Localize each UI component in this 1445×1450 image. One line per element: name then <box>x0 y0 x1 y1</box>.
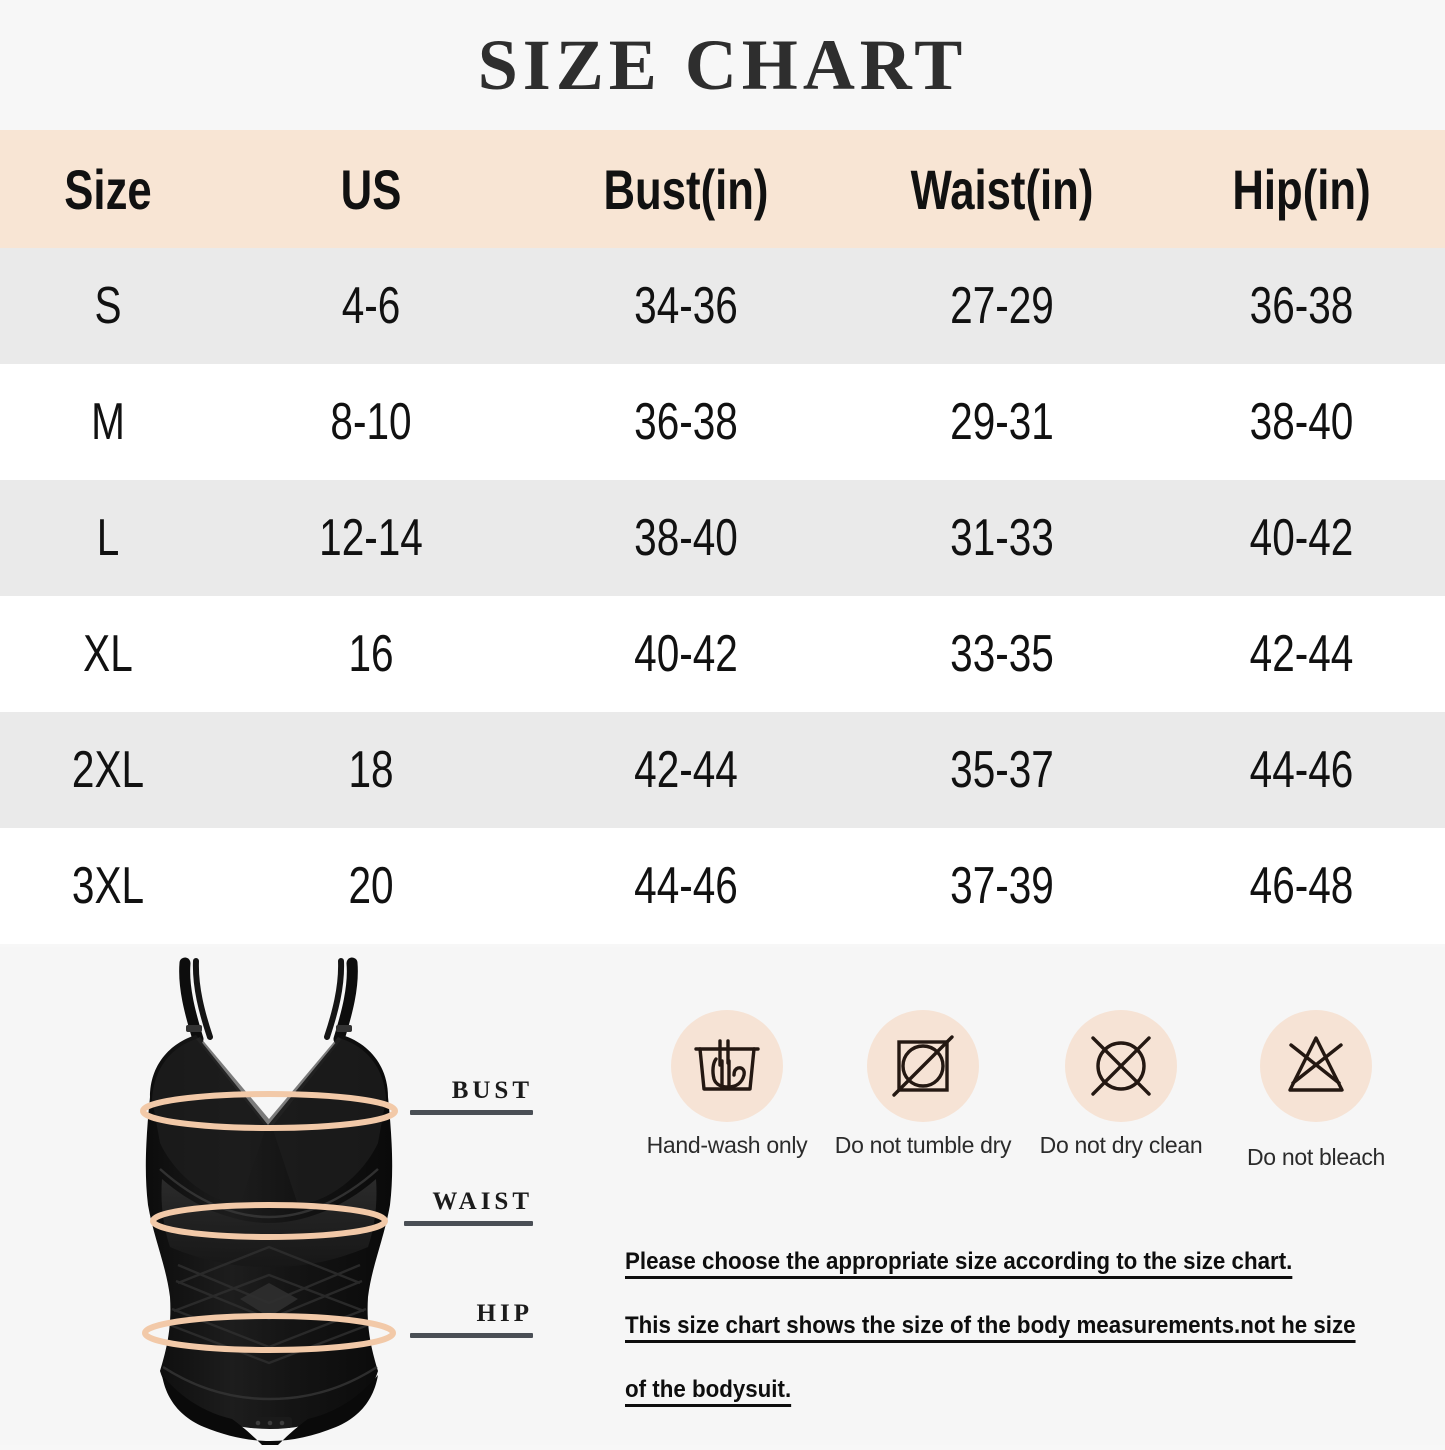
table-header-row: Size US Bust(in) Waist(in) Hip(in) <box>0 130 1445 248</box>
cell-us: 4-6 <box>341 277 401 335</box>
cell-waist: 27-29 <box>950 277 1054 335</box>
hip-label: HIP <box>476 1300 533 1327</box>
cell-hip: 38-40 <box>1249 393 1354 451</box>
care-instructions: Hand-wash only Do not tumble dry <box>640 1010 1430 1200</box>
cell-size: L <box>96 509 120 567</box>
table-row: M 8-10 36-38 29-31 38-40 <box>0 364 1445 480</box>
cell-us: 12-14 <box>319 509 423 567</box>
note-line-1: Please choose the appropriate size accor… <box>625 1248 1293 1275</box>
cell-bust: 38-40 <box>634 509 738 567</box>
cell-waist: 35-37 <box>950 741 1054 799</box>
no-dry-clean-icon <box>1065 1010 1177 1122</box>
cell-us: 18 <box>348 741 394 799</box>
table-row: XL 16 40-42 33-35 42-44 <box>0 596 1445 712</box>
care-item-no-dry-clean: Do not dry clean <box>1021 1010 1221 1159</box>
care-label-no-tumble-dry: Do not tumble dry <box>834 1132 1012 1158</box>
cell-size: XL <box>83 625 133 683</box>
table-row: 2XL 18 42-44 35-37 44-46 <box>0 712 1445 828</box>
page-title-container: SIZE CHART <box>0 0 1445 130</box>
no-bleach-icon <box>1260 1010 1372 1122</box>
product-illustration <box>0 947 600 1445</box>
cell-us: 8-10 <box>330 393 412 451</box>
cell-hip: 36-38 <box>1249 277 1354 335</box>
hip-band <box>142 1313 396 1353</box>
cell-size: 2XL <box>71 741 145 799</box>
cell-hip: 46-48 <box>1249 857 1354 915</box>
care-label-no-bleach: Do not bleach <box>1246 1144 1386 1170</box>
cell-waist: 31-33 <box>950 509 1054 567</box>
cell-bust: 36-38 <box>634 393 738 451</box>
cell-size: M <box>91 393 125 451</box>
page-title: SIZE CHART <box>477 25 968 105</box>
column-header-bust: Bust(in) <box>603 157 769 221</box>
column-header-size: Size <box>64 157 152 221</box>
hand-wash-icon <box>671 1010 783 1122</box>
cell-bust: 34-36 <box>634 277 738 335</box>
column-header-hip: Hip(in) <box>1232 157 1371 221</box>
notes-block: Please choose the appropriate size accor… <box>625 1248 1395 1440</box>
cell-hip: 42-44 <box>1249 625 1354 683</box>
cell-waist: 37-39 <box>950 857 1054 915</box>
column-header-us: US <box>340 157 402 221</box>
column-header-waist: Waist(in) <box>910 157 1094 221</box>
bust-band <box>140 1091 398 1131</box>
waist-band <box>150 1202 388 1240</box>
cell-bust: 42-44 <box>634 741 738 799</box>
cell-us: 20 <box>348 857 394 915</box>
cell-size: S <box>94 277 122 335</box>
hip-rule <box>410 1333 533 1338</box>
cell-us: 16 <box>348 625 394 683</box>
care-item-no-bleach: Do not bleach <box>1216 1010 1416 1171</box>
waist-rule <box>404 1221 533 1226</box>
size-table: Size US Bust(in) Waist(in) Hip(in) S 4-6… <box>0 130 1445 944</box>
bodysuit-figure-svg <box>140 957 398 1445</box>
table-row: 3XL 20 44-46 37-39 46-48 <box>0 828 1445 944</box>
cell-bust: 44-46 <box>634 857 738 915</box>
bust-label: BUST <box>451 1077 533 1104</box>
waist-label: WAIST <box>432 1188 533 1215</box>
table-row: L 12-14 38-40 31-33 40-42 <box>0 480 1445 596</box>
table-row: S 4-6 34-36 27-29 36-38 <box>0 248 1445 364</box>
cell-bust: 40-42 <box>634 625 738 683</box>
note-line-3: of the bodysuit. <box>625 1376 792 1403</box>
cell-hip: 40-42 <box>1249 509 1354 567</box>
no-tumble-dry-icon <box>867 1010 979 1122</box>
cell-size: 3XL <box>71 857 145 915</box>
care-label-hand-wash: Hand-wash only <box>646 1132 808 1158</box>
care-label-no-dry-clean: Do not dry clean <box>1039 1132 1203 1158</box>
care-item-no-tumble-dry: Do not tumble dry <box>823 1010 1023 1159</box>
bust-rule <box>410 1110 533 1115</box>
cell-waist: 29-31 <box>950 393 1054 451</box>
care-item-hand-wash: Hand-wash only <box>627 1010 827 1159</box>
note-line-2: This size chart shows the size of the bo… <box>625 1312 1356 1339</box>
cell-hip: 44-46 <box>1249 741 1354 799</box>
cell-waist: 33-35 <box>950 625 1054 683</box>
